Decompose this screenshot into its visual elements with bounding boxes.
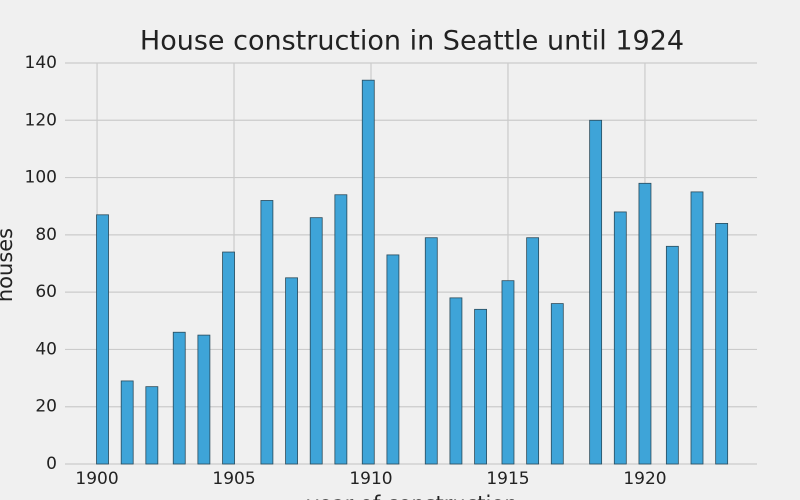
- bar: [550, 303, 564, 465]
- bar: [172, 331, 186, 465]
- bar: [589, 119, 603, 465]
- x-axis-label: year of construction: [306, 492, 517, 500]
- x-tick-label: 1915: [486, 469, 529, 489]
- bar: [145, 386, 159, 465]
- bar: [665, 245, 679, 465]
- bar: [474, 308, 487, 465]
- bar: [638, 182, 652, 465]
- bar: [449, 297, 463, 465]
- bar: [197, 334, 211, 465]
- bar: [260, 200, 274, 465]
- bar: [526, 237, 540, 465]
- bar: [361, 79, 375, 465]
- y-axis-label: houses: [0, 228, 17, 302]
- bar: [334, 194, 348, 465]
- bar: [424, 237, 438, 465]
- bar: [309, 217, 323, 465]
- y-tick-label: 120: [25, 110, 57, 130]
- y-tick-label: 140: [25, 53, 57, 73]
- bar: [285, 277, 298, 465]
- bar: [386, 254, 400, 465]
- x-tick-label: 1905: [212, 469, 255, 489]
- bar: [715, 222, 729, 465]
- y-tick-label: 0: [46, 454, 57, 474]
- x-tick-label: 1900: [75, 469, 118, 489]
- chart-title: House construction in Seattle until 1924: [140, 26, 684, 57]
- y-tick-label: 20: [35, 397, 57, 417]
- y-tick-label: 40: [35, 339, 57, 359]
- x-tick-label: 1920: [623, 469, 666, 489]
- bar: [120, 380, 134, 465]
- y-tick-label: 100: [25, 168, 57, 188]
- bar: [690, 191, 704, 465]
- y-tick-label: 80: [35, 225, 57, 245]
- bar: [501, 280, 515, 465]
- y-tick-label: 60: [35, 282, 57, 302]
- bar: [613, 211, 627, 465]
- bar: [222, 251, 235, 465]
- x-tick-label: 1910: [349, 469, 392, 489]
- bar: [96, 214, 109, 465]
